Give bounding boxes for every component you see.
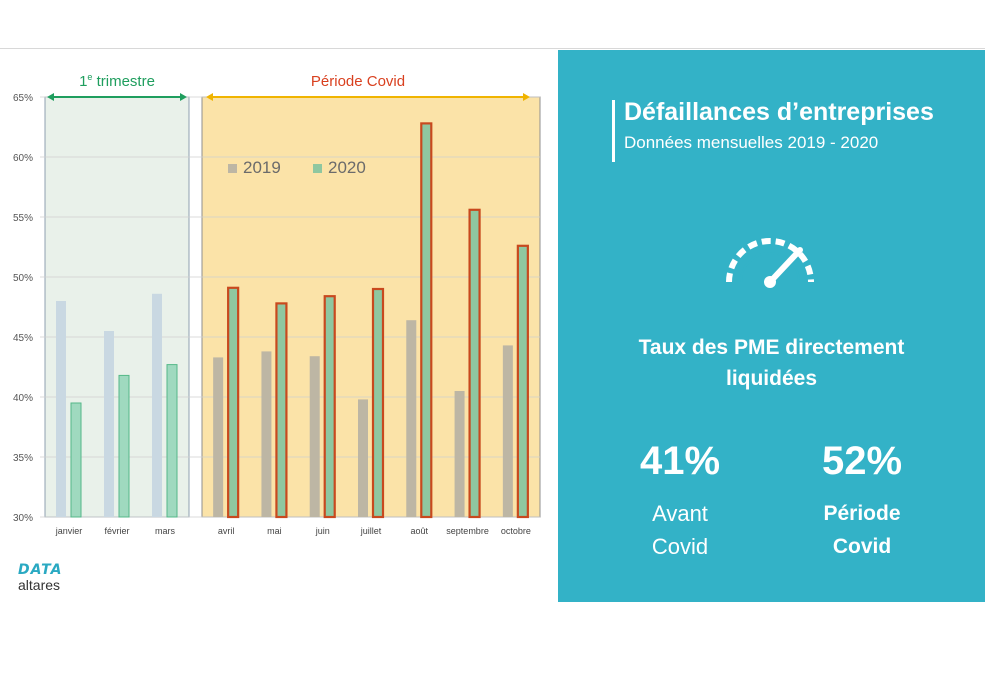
bar-2020-août bbox=[420, 122, 433, 519]
panel-title: Défaillances d’entreprises bbox=[624, 98, 934, 126]
bar-2019-août bbox=[406, 320, 417, 517]
bar-2020-juillet bbox=[371, 287, 385, 519]
title-accent-bar bbox=[612, 100, 615, 162]
legend-label-2019: 2019 bbox=[243, 158, 281, 177]
bar-2020-janvier bbox=[70, 402, 82, 518]
bar-2019-avril bbox=[213, 357, 224, 517]
stat-before-label-line2: Covid bbox=[651, 534, 709, 559]
y-tick-label: 30% bbox=[13, 513, 33, 524]
stat-covid-label: Période Covid bbox=[782, 497, 942, 563]
q1-period-background bbox=[44, 96, 190, 518]
x-tick-label: juin bbox=[315, 526, 330, 536]
covid-period-label: Période Covid bbox=[311, 73, 405, 90]
stat-before-label: Avant Covid bbox=[600, 497, 760, 563]
y-tick-label: 65% bbox=[13, 93, 33, 104]
y-tick-label: 55% bbox=[13, 213, 33, 224]
legend-label-2020: 2020 bbox=[328, 158, 366, 177]
x-tick-label: mars bbox=[155, 526, 175, 536]
x-tick-label: juillet bbox=[360, 526, 382, 536]
bar-2020-mai bbox=[275, 302, 288, 519]
bar-2019-mars bbox=[152, 293, 162, 517]
top-divider bbox=[0, 48, 985, 49]
bar-2020-octobre bbox=[516, 244, 529, 519]
bar-2020-février bbox=[118, 374, 130, 518]
y-tick-label: 35% bbox=[13, 453, 33, 464]
bar-2020-avril bbox=[227, 286, 240, 519]
bar-2020-juin bbox=[323, 295, 336, 519]
y-tick-label: 60% bbox=[13, 153, 33, 164]
bar-2019-mai bbox=[261, 351, 272, 517]
rate-label-line2: liquidées bbox=[725, 367, 818, 390]
bar-2020-septembre bbox=[468, 208, 481, 519]
q1-arrow-head-left bbox=[47, 93, 54, 101]
speedometer-icon bbox=[726, 238, 814, 288]
brand-logo: DATA altares bbox=[18, 563, 62, 593]
stat-covid-period: 52% Période Covid bbox=[782, 439, 942, 563]
bar-2019-février bbox=[104, 331, 114, 517]
x-tick-label: mai bbox=[267, 526, 282, 536]
legend-swatch-2019 bbox=[228, 164, 237, 173]
x-tick-label: avril bbox=[218, 526, 235, 536]
panel-subtitle: Données mensuelles 2019 - 2020 bbox=[624, 133, 879, 152]
covid-arrow-head-right bbox=[523, 93, 530, 101]
x-tick-label: septembre bbox=[446, 526, 489, 536]
rate-label-line1: Taux des PME directement bbox=[638, 336, 905, 359]
brand-mark: DATA bbox=[18, 562, 63, 578]
stat-covid-label-line1: Période bbox=[823, 502, 901, 525]
q1-period-label: 1e trimestre bbox=[79, 72, 155, 90]
q1-arrow-head-right bbox=[180, 93, 187, 101]
y-tick-label: 50% bbox=[13, 273, 33, 284]
bar-2019-janvier bbox=[56, 301, 66, 517]
covid-period-background bbox=[201, 96, 541, 518]
summary-panel: Défaillances d’entreprises Données mensu… bbox=[558, 50, 985, 602]
bar-chart: 30% 35% 40% 45% 50% 55% 60% 65% 1e trimestre Péri… bbox=[13, 72, 541, 536]
x-tick-label: octobre bbox=[501, 526, 531, 536]
x-tick-label: février bbox=[104, 526, 129, 536]
stat-before-label-line1: Avant bbox=[652, 501, 708, 526]
stat-before-covid: 41% Avant Covid bbox=[600, 439, 760, 563]
bar-2019-juillet bbox=[358, 399, 368, 517]
stat-covid-label-line2: Covid bbox=[832, 535, 892, 558]
bar-2019-septembre bbox=[454, 391, 465, 517]
stat-covid-value: 52% bbox=[821, 439, 903, 483]
legend-swatch-2020 bbox=[313, 164, 322, 173]
brand-name: altares bbox=[18, 577, 61, 593]
bar-2019-juin bbox=[309, 356, 320, 517]
stat-before-value: 41% bbox=[639, 439, 721, 483]
x-tick-label: août bbox=[411, 526, 429, 536]
covid-arrow-head-left bbox=[206, 93, 213, 101]
bar-2019-octobre bbox=[502, 345, 513, 517]
y-tick-label: 40% bbox=[13, 393, 33, 404]
bar-2020-mars bbox=[166, 364, 178, 518]
y-tick-label: 45% bbox=[13, 333, 33, 344]
x-tick-label: janvier bbox=[55, 526, 83, 536]
rate-label: Taux des PME directement liquidées bbox=[558, 332, 985, 394]
